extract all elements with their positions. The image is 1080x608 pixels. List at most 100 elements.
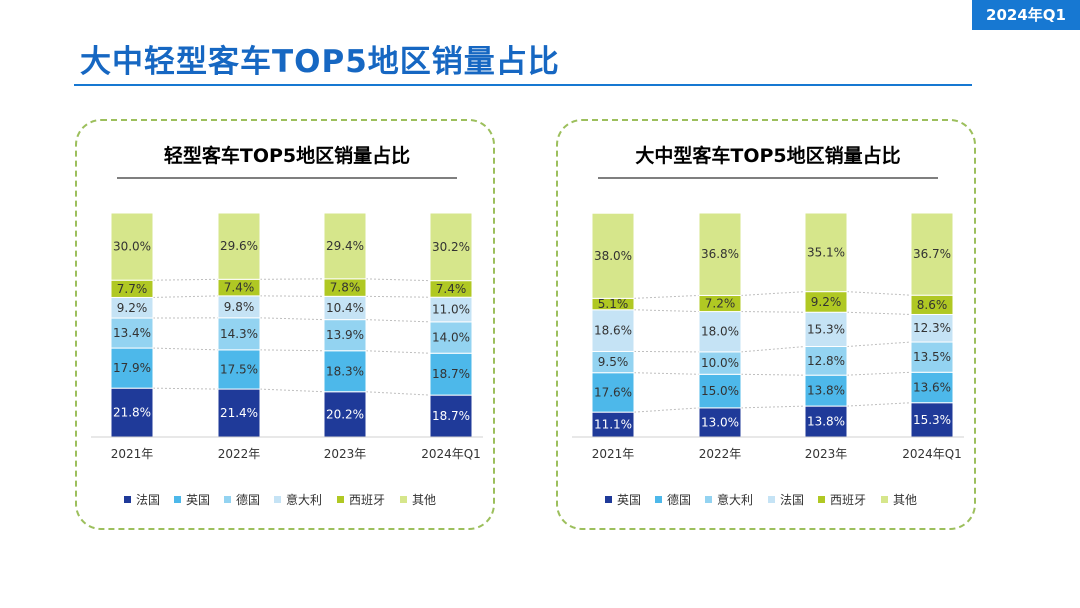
chart-1-bar-segment (804, 374, 848, 407)
chart-0-connector-line (365, 391, 431, 396)
chart-0-legend-label: 其他 (412, 493, 436, 507)
chart-0-legend-swatch (224, 496, 231, 503)
chart-0-category-label: 2023年 (324, 447, 367, 461)
chart-1-data-label: 18.0% (701, 325, 739, 339)
chart-0-connector-line (365, 319, 431, 323)
chart-1-category-label: 2024年Q1 (902, 447, 962, 461)
chart-1-connector-line (846, 402, 912, 407)
chart-1-connector-line (633, 294, 700, 299)
chart-1-legend-label: 西班牙 (830, 493, 866, 507)
chart-0-bar-segment (429, 296, 473, 323)
chart-1-data-label: 15.0% (701, 384, 739, 398)
chart-0-data-label: 7.4% (436, 282, 467, 296)
chart-1-category-label: 2021年 (592, 447, 635, 461)
chart-0-data-label: 18.7% (432, 409, 470, 423)
chart-0-legend-label: 法国 (136, 493, 160, 507)
chart-0-legend-swatch (174, 496, 181, 503)
chart-0-legend-swatch (124, 496, 131, 503)
chart-0-bar-segment (217, 212, 261, 280)
chart-0-bar-segment (217, 349, 261, 390)
chart-1-title: 大中型客车TOP5地区销量占比 (635, 144, 900, 167)
chart-1-data-label: 36.7% (913, 247, 951, 261)
chart-0-category-label: 2022年 (218, 447, 261, 461)
chart-0-connector-line (259, 349, 325, 352)
chart-1-data-label: 13.5% (913, 350, 951, 364)
period-badge: 2024年Q1 (972, 0, 1080, 30)
chart-0-legend-label: 英国 (186, 493, 210, 507)
chart-1-bar-segment (804, 212, 848, 293)
chart-0-data-label: 17.5% (220, 362, 258, 376)
chart-0-connector-line (365, 278, 431, 282)
chart-1-bar-segment (591, 372, 635, 413)
chart-1-category-label: 2022年 (699, 447, 742, 461)
chart-1-legend-swatch (818, 496, 825, 503)
chart-1-data-label: 10.0% (701, 356, 739, 370)
chart-0-legend-swatch (337, 496, 344, 503)
chart-1-bar-segment (910, 341, 954, 373)
chart-1-bar-segment (804, 311, 848, 348)
chart-0-bar-segment (110, 212, 154, 281)
chart-1-connector-line (740, 405, 806, 409)
chart-0-data-label: 13.4% (113, 326, 151, 340)
chart-1-data-label: 13.8% (807, 384, 845, 398)
chart-0-category-label: 2021年 (111, 447, 154, 461)
chart-1-data-label: 35.1% (807, 245, 845, 259)
chart-0-bar-segment (110, 347, 154, 389)
chart-1-bar-segment (910, 212, 954, 296)
chart-1-legend-swatch (655, 496, 662, 503)
chart-0-data-label: 20.2% (326, 407, 364, 421)
chart-0-bar-segment (323, 350, 367, 393)
chart-0-legend-swatch (274, 496, 281, 503)
chart-0-data-label: 18.7% (432, 367, 470, 381)
chart-0-data-label: 14.3% (220, 327, 258, 341)
chart-1-data-label: 5.1% (598, 297, 629, 311)
chart-1-bar-segment (910, 371, 954, 404)
chart-0-data-label: 30.2% (432, 240, 470, 254)
chart-1-legend-label: 法国 (780, 493, 804, 507)
chart-0-bar-segment (429, 212, 473, 282)
chart-1-connector-line (846, 311, 912, 315)
chart-1-data-label: 13.0% (701, 415, 739, 429)
chart-1-data-label: 17.6% (594, 385, 632, 399)
chart-1-connector-line (846, 371, 912, 376)
chart-1-data-label: 15.3% (807, 322, 845, 336)
chart-1-data-label: 12.3% (913, 321, 951, 335)
chart-1-data-label: 9.2% (811, 295, 842, 309)
chart-0-bar-segment (323, 212, 367, 280)
chart-1-connector-line (740, 291, 806, 296)
chart-1-connector-line (740, 346, 806, 353)
chart-1-connector-line (633, 407, 700, 413)
chart-0-bar-segment (217, 317, 261, 351)
chart-0-data-label: 11.0% (432, 303, 470, 317)
chart-0-data-label: 18.3% (326, 364, 364, 378)
chart-0-data-label: 7.8% (330, 281, 361, 295)
chart-0-legend-label: 德国 (236, 492, 260, 507)
chart-1-connector-line (740, 373, 806, 376)
chart-1-legend-swatch (605, 496, 612, 503)
chart-0-bar-segment (323, 319, 367, 352)
chart-1-data-label: 13.6% (913, 380, 951, 394)
chart-1-bar-segment (591, 309, 635, 352)
chart-0-legend-label: 意大利 (286, 492, 322, 507)
chart-1-legend-label: 英国 (617, 493, 641, 507)
chart-0-data-label: 30.0% (113, 240, 151, 254)
chart-1-legend-swatch (705, 496, 712, 503)
chart-0-data-label: 13.9% (326, 328, 364, 342)
chart-1-legend-label: 意大利 (717, 492, 753, 507)
chart-0-connector-line (259, 317, 325, 321)
chart-1-connector-line (846, 291, 912, 296)
chart-0-data-label: 29.4% (326, 239, 364, 253)
chart-0-connector-line (152, 278, 219, 281)
chart-1-data-label: 12.8% (807, 354, 845, 368)
chart-0-bar-segment (110, 317, 154, 349)
page-title: 大中轻型客车TOP5地区销量占比 (80, 44, 560, 80)
chart-1-data-label: 18.6% (594, 324, 632, 338)
chart-0-data-label: 10.4% (326, 301, 364, 315)
chart-0-data-label: 7.7% (117, 282, 148, 296)
chart-1-legend-label: 德国 (667, 492, 691, 507)
chart-0-data-label: 9.8% (224, 300, 255, 314)
chart-1-bar-segment (910, 313, 954, 343)
chart-1-data-label: 38.0% (594, 249, 632, 263)
chart-1-legend-swatch (881, 496, 888, 503)
chart-0-legend-swatch (400, 496, 407, 503)
